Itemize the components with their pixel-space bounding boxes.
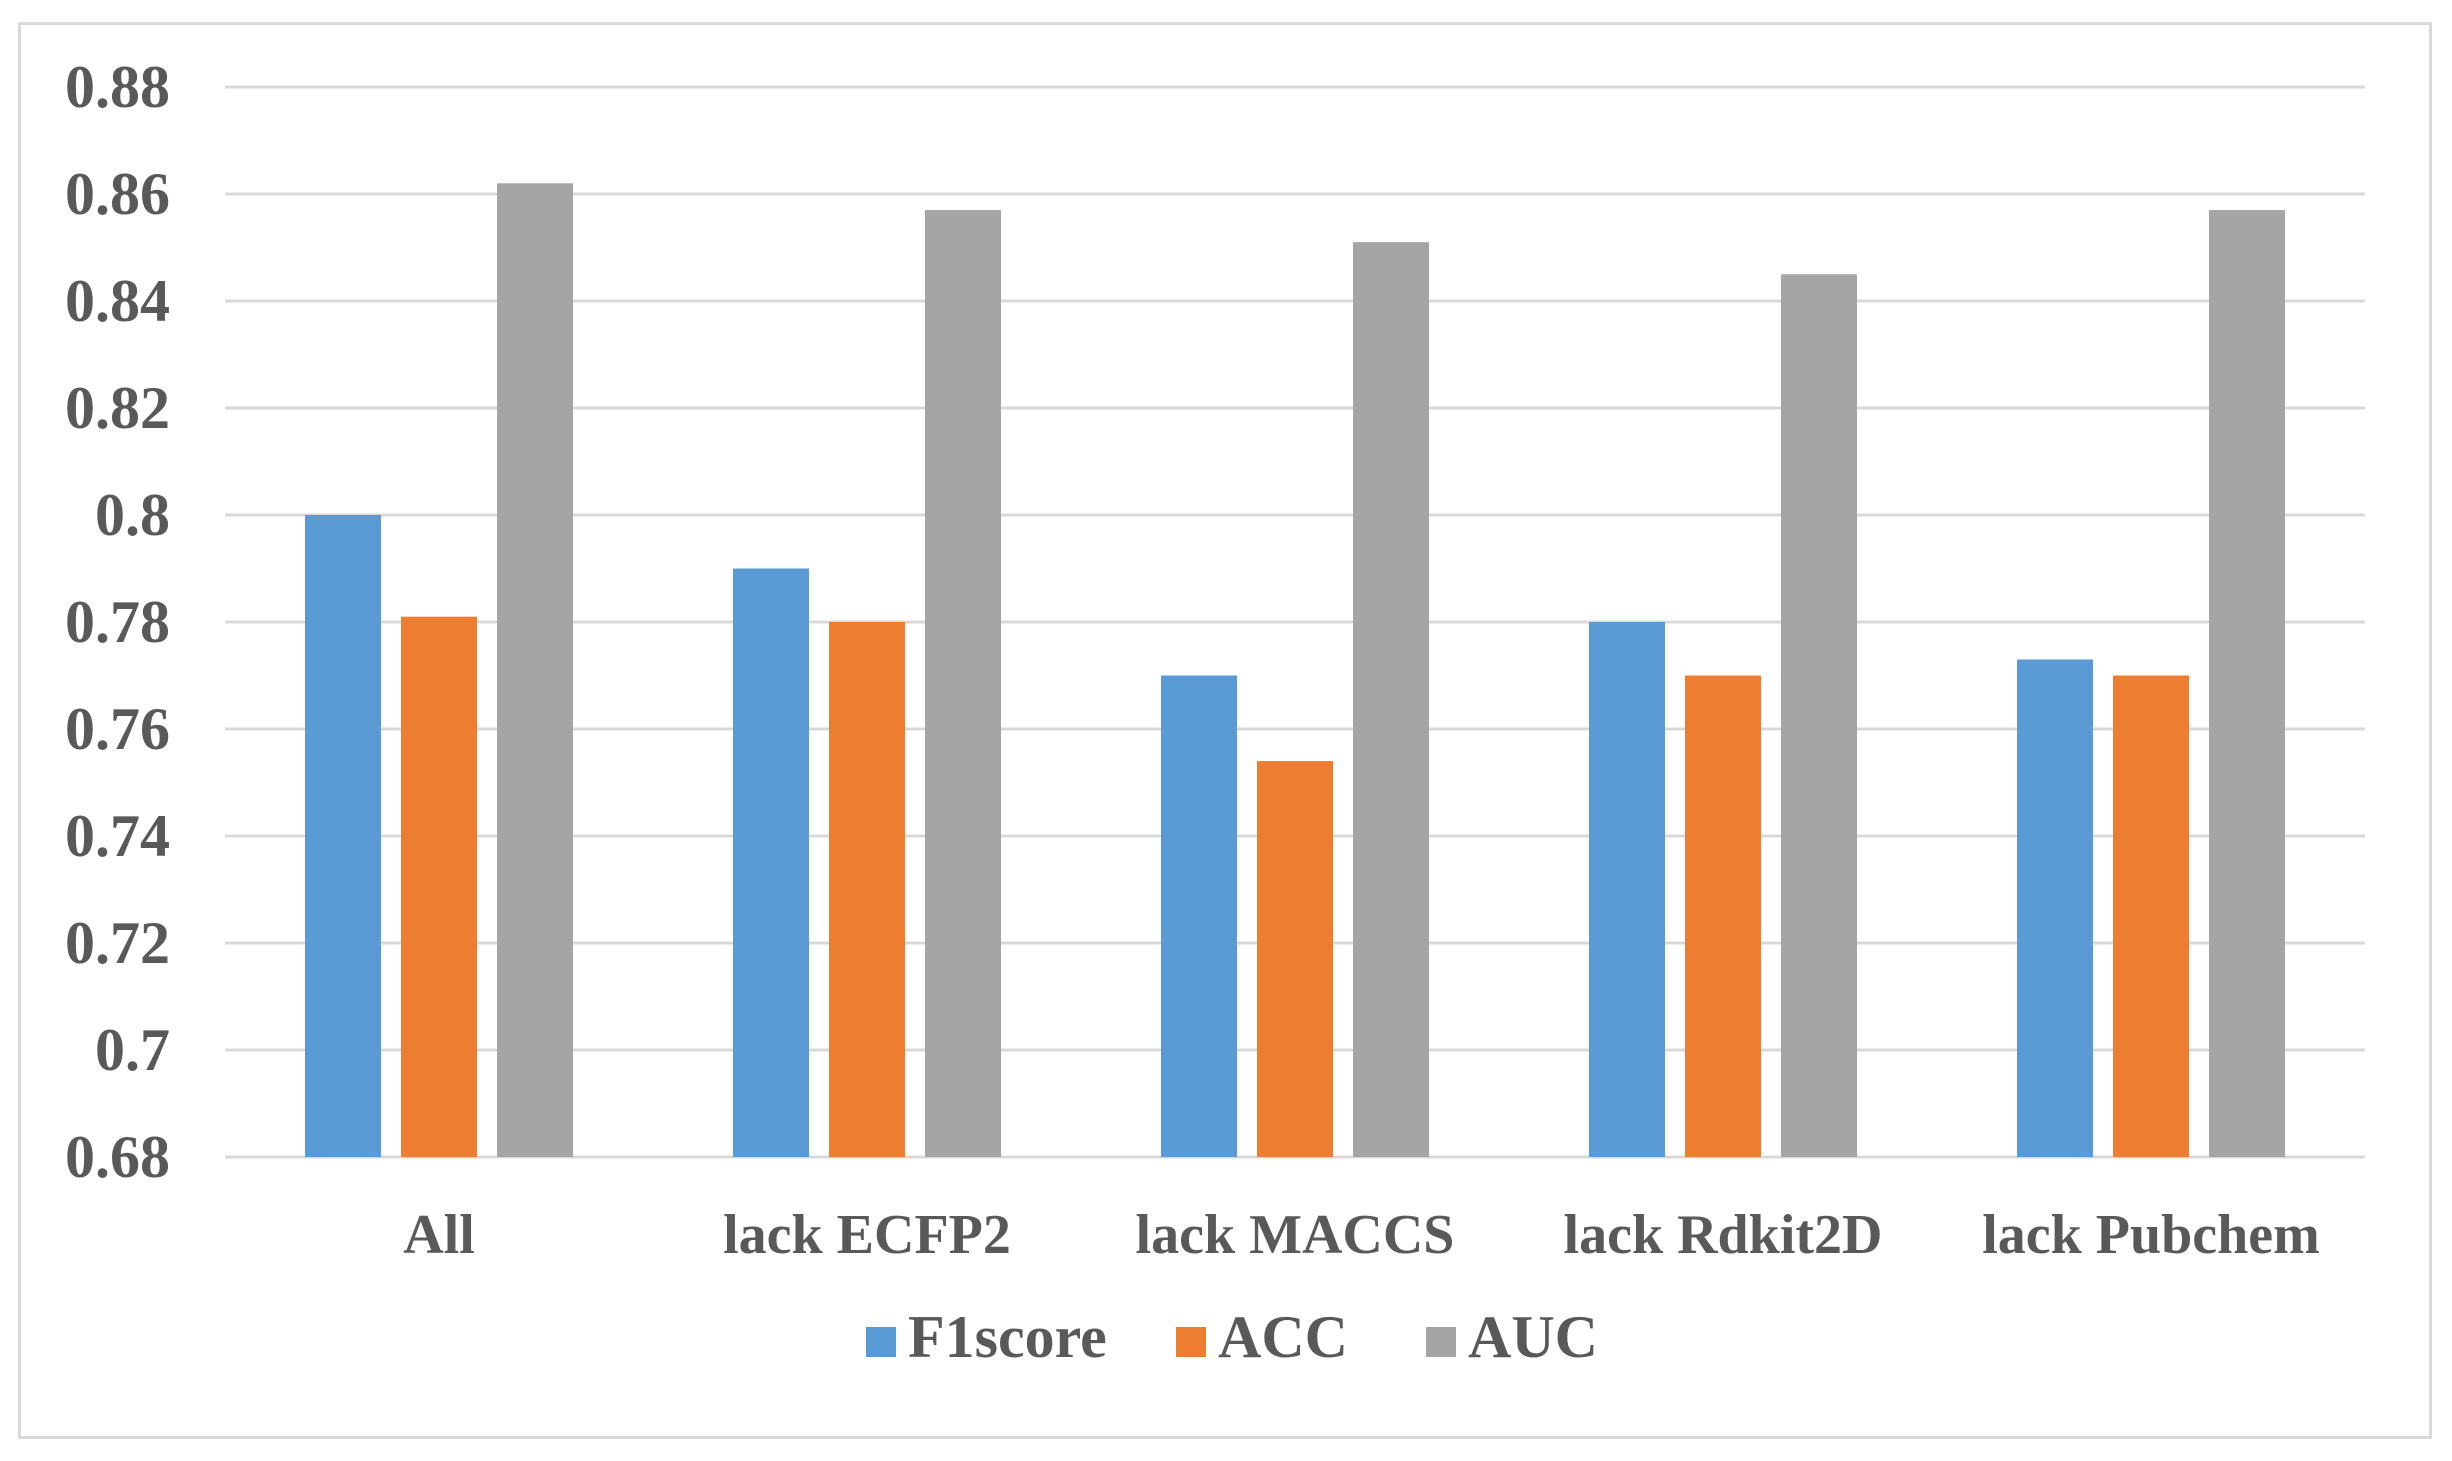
y-tick-label: 0.7 [95, 1017, 170, 1083]
y-tick-label: 0.68 [65, 1124, 170, 1190]
bar-f1score-2 [1161, 675, 1237, 1157]
y-tick-label: 0.86 [65, 161, 170, 227]
bar-acc-3 [1685, 675, 1761, 1157]
x-category-label: lack Rdkit2D [1564, 1204, 1883, 1266]
legend-label-acc: ACC [1218, 1304, 1348, 1370]
legend-swatch-f1score [866, 1327, 896, 1357]
bar-auc-2 [1353, 242, 1429, 1157]
legend-swatch-acc [1176, 1327, 1206, 1357]
x-category-label: All [403, 1204, 475, 1266]
x-category-label: lack ECFP2 [723, 1204, 1011, 1266]
bar-acc-0 [401, 616, 477, 1157]
bar-auc-4 [2209, 210, 2285, 1158]
y-tick-label: 0.72 [65, 910, 170, 976]
bar-acc-2 [1257, 761, 1333, 1157]
bar-f1score-0 [305, 515, 381, 1157]
bars [305, 183, 2285, 1158]
x-axis-category-labels: All lack ECFP2 lack MACCS lack Rdkit2D lack … [403, 1204, 2320, 1266]
y-tick-label: 0.84 [65, 268, 170, 334]
y-tick-label: 0.82 [65, 375, 170, 441]
bar-auc-0 [497, 183, 573, 1158]
legend-swatch-auc [1426, 1327, 1456, 1357]
legend: F1score ACC AUC [866, 1304, 1598, 1370]
x-category-label: lack Pubchem [1982, 1204, 2320, 1266]
y-tick-label: 0.88 [65, 54, 170, 120]
y-tick-label: 0.78 [65, 589, 170, 655]
gridlines [225, 85, 2365, 1159]
legend-label-auc: AUC [1468, 1304, 1598, 1370]
y-tick-label: 0.76 [65, 696, 170, 762]
y-tick-label: 0.8 [95, 482, 170, 548]
legend-label-f1score: F1score [908, 1304, 1107, 1370]
bar-auc-1 [925, 210, 1001, 1158]
bar-auc-3 [1781, 274, 1857, 1157]
bar-f1score-1 [733, 568, 809, 1157]
bar-acc-4 [2113, 675, 2189, 1157]
bar-f1score-3 [1589, 622, 1665, 1157]
y-axis-tick-labels: 0.68 0.7 0.72 0.74 0.76 0.78 0.8 0.82 0.84 0.86 0.… [65, 54, 170, 1190]
bar-acc-1 [829, 622, 905, 1157]
y-tick-label: 0.74 [65, 803, 170, 869]
bar-f1score-4 [2017, 659, 2093, 1157]
x-category-label: lack MACCS [1136, 1204, 1455, 1266]
